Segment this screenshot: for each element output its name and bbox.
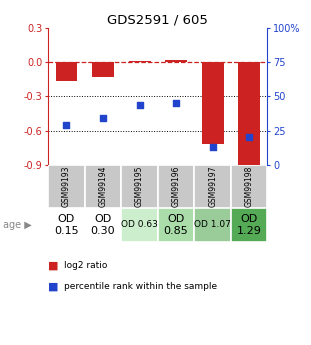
Text: GSM99197: GSM99197 (208, 166, 217, 207)
Text: OD 0.63: OD 0.63 (121, 220, 158, 229)
Point (247, 135, 252, 140)
Text: OD
0.30: OD 0.30 (91, 214, 115, 236)
Text: OD
1.29: OD 1.29 (237, 214, 262, 236)
Text: ■: ■ (48, 261, 59, 270)
Point (100, 116, 105, 121)
Bar (92, 62, 114, 77)
Bar (194, 165, 231, 208)
Point (210, 144, 215, 150)
Bar (202, 62, 224, 144)
Point (137, 102, 142, 107)
Bar (48, 208, 85, 242)
Bar (121, 208, 158, 242)
Bar (231, 165, 267, 208)
Text: ■: ■ (48, 282, 59, 291)
Point (64, 122, 69, 128)
Bar (238, 62, 260, 168)
Text: percentile rank within the sample: percentile rank within the sample (64, 282, 217, 291)
Text: log2 ratio: log2 ratio (64, 261, 107, 270)
Bar (48, 165, 85, 208)
Bar (121, 165, 158, 208)
Bar (194, 208, 231, 242)
Bar (231, 208, 267, 242)
Text: OD
0.15: OD 0.15 (54, 214, 79, 236)
Point (174, 100, 179, 106)
Text: GSM99193: GSM99193 (62, 166, 71, 207)
Bar (85, 208, 121, 242)
Bar (85, 165, 121, 208)
Bar (55, 62, 77, 81)
Bar (129, 61, 151, 62)
Title: GDS2591 / 605: GDS2591 / 605 (107, 13, 208, 27)
Text: GSM99194: GSM99194 (99, 166, 108, 207)
Text: OD
0.85: OD 0.85 (164, 214, 188, 236)
Text: GSM99196: GSM99196 (172, 166, 181, 207)
Text: age ▶: age ▶ (3, 220, 32, 230)
Text: GSM99198: GSM99198 (245, 166, 254, 207)
Text: GSM99195: GSM99195 (135, 166, 144, 207)
Text: OD 1.07: OD 1.07 (194, 220, 231, 229)
Bar (165, 60, 187, 62)
Bar (158, 165, 194, 208)
Bar (158, 208, 194, 242)
